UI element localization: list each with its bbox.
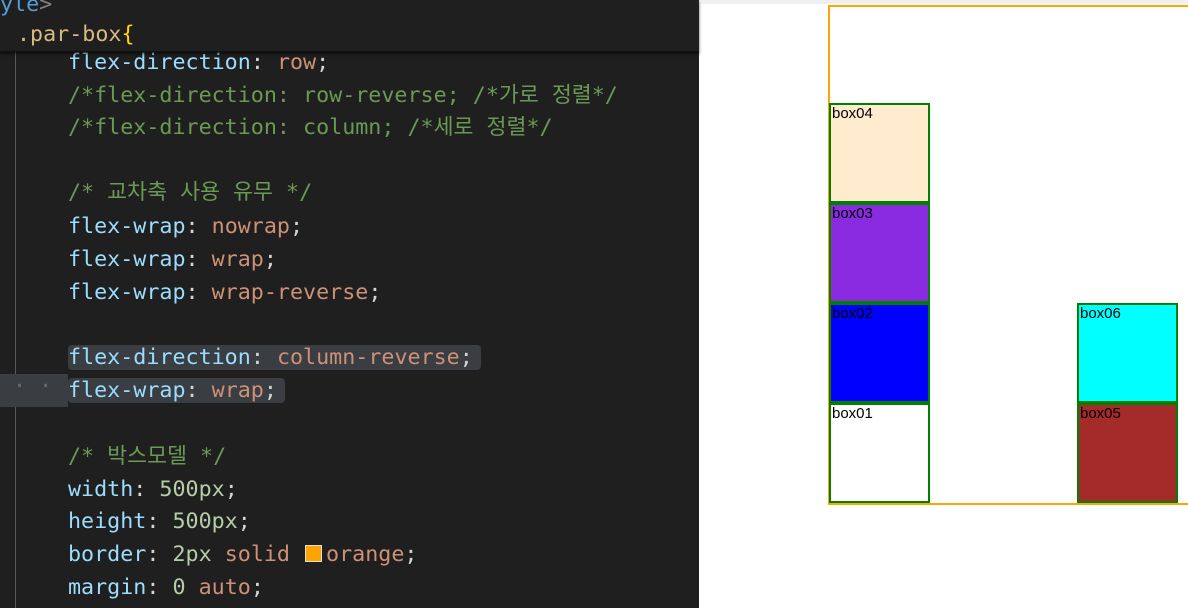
flex-item-box01: box01: [829, 403, 930, 503]
code-token-num: 0: [172, 575, 199, 600]
code-line[interactable]: height: 500px;: [68, 505, 251, 538]
code-token-prop: border: [68, 542, 147, 567]
code-line[interactable]: flex-direction: row;: [68, 46, 329, 79]
code-token-pun: :: [146, 542, 173, 567]
code-token-brace: {: [121, 22, 135, 47]
flex-item-box04: box04: [829, 103, 930, 203]
code-token-pun: ;: [250, 575, 264, 600]
code-token-pun: :: [185, 247, 212, 272]
code-token-val: row: [276, 50, 317, 75]
code-token-sel: .par-box: [17, 22, 122, 47]
code-token-val: solid: [224, 542, 304, 567]
code-token-num: 500px: [172, 509, 238, 534]
code-token-val: column-reverse: [276, 345, 460, 370]
code-token-prop: flex-wrap: [68, 378, 186, 403]
code-token-val: wrap-reverse: [211, 280, 369, 305]
code-token-prop: flex-direction: [68, 50, 251, 75]
code-token-cm: /*flex-direction: row-reverse; /*가로 정렬*/: [68, 83, 618, 108]
code-line[interactable]: border: 2px solid orange;: [68, 538, 417, 571]
code-editor[interactable]: yle> .par-box{ · · · flex-direction: row…: [0, 0, 699, 608]
code-token-pun: :: [185, 280, 212, 305]
code-token-cm: /* 박스모델 */: [68, 444, 227, 469]
code-token-val: orange: [326, 542, 405, 567]
code-line[interactable]: flex-wrap: wrap;: [68, 243, 277, 276]
code-token-val: wrap: [211, 247, 264, 272]
flex-item-box06: box06: [1077, 303, 1178, 403]
code-token-num: 500px: [159, 477, 225, 502]
color-swatch[interactable]: [305, 545, 323, 562]
code-line[interactable]: flex-wrap: nowrap;: [68, 210, 303, 243]
code-token-pun: ;: [368, 280, 382, 305]
code-token-tag: yle: [0, 0, 40, 17]
code-line[interactable]: /*flex-direction: row-reverse; /*가로 정렬*/: [68, 79, 618, 112]
code-token-cm: /*flex-direction: column; /*세로 정렬*/: [68, 115, 553, 140]
code-token-pun: :: [146, 575, 173, 600]
flex-item-box05: box05: [1077, 403, 1178, 503]
code-token-pun: ;: [263, 247, 277, 272]
code-token-val: nowrap: [211, 214, 290, 239]
sticky-scroll-header[interactable]: yle> .par-box{: [0, 0, 699, 52]
code-line[interactable]: flex-wrap: wrap;: [68, 374, 285, 407]
code-line[interactable]: /*flex-direction: column; /*세로 정렬*/: [68, 111, 553, 144]
code-token-prop: flex-wrap: [68, 280, 186, 305]
code-token-ang: >: [39, 0, 53, 17]
code-line[interactable]: flex-wrap: wrap-reverse;: [68, 276, 381, 309]
code-token-pun: ;: [263, 378, 277, 403]
code-line[interactable]: /* 교차축 사용 유무 */: [68, 176, 312, 209]
code-token-pun: :: [185, 214, 212, 239]
indent-guide: [15, 51, 16, 608]
code-line[interactable]: /* 박스모델 */: [68, 440, 226, 473]
code-token-pun: :: [250, 345, 277, 370]
flex-item-box02: box02: [829, 303, 930, 403]
code-line[interactable]: flex-direction: column-reverse;: [68, 341, 481, 374]
code-token-prop: height: [68, 509, 147, 534]
code-token-pun: ;: [404, 542, 418, 567]
code-token-pun: :: [185, 378, 212, 403]
code-token-pun: ;: [237, 509, 251, 534]
code-token-prop: flex-wrap: [68, 247, 186, 272]
flex-item-box03: box03: [829, 203, 930, 303]
code-line[interactable]: width: 500px;: [68, 473, 238, 506]
code-token-prop: flex-direction: [68, 345, 251, 370]
code-token-val: wrap: [211, 378, 264, 403]
code-token-prop: margin: [68, 575, 147, 600]
code-token-val: auto: [198, 575, 251, 600]
code-token-prop: width: [68, 477, 134, 502]
code-token-pun: ;: [316, 50, 330, 75]
code-token-pun: :: [133, 477, 160, 502]
whitespace-selection: · · ·: [0, 374, 78, 407]
code-token-pun: :: [250, 50, 277, 75]
code-token-cm: /* 교차축 사용 유무 */: [68, 180, 313, 205]
code-token-prop: flex-wrap: [68, 214, 186, 239]
sticky-line-selector[interactable]: .par-box{: [17, 18, 135, 51]
code-line[interactable]: margin: 0 auto;: [68, 571, 264, 604]
code-token-pun: ;: [459, 345, 473, 370]
code-token-pun: ;: [224, 477, 238, 502]
code-token-pun: :: [146, 509, 173, 534]
code-token-num: 2px: [172, 542, 225, 567]
sticky-line-style-tag[interactable]: yle>: [0, 0, 52, 21]
code-token-pun: ;: [289, 214, 304, 239]
